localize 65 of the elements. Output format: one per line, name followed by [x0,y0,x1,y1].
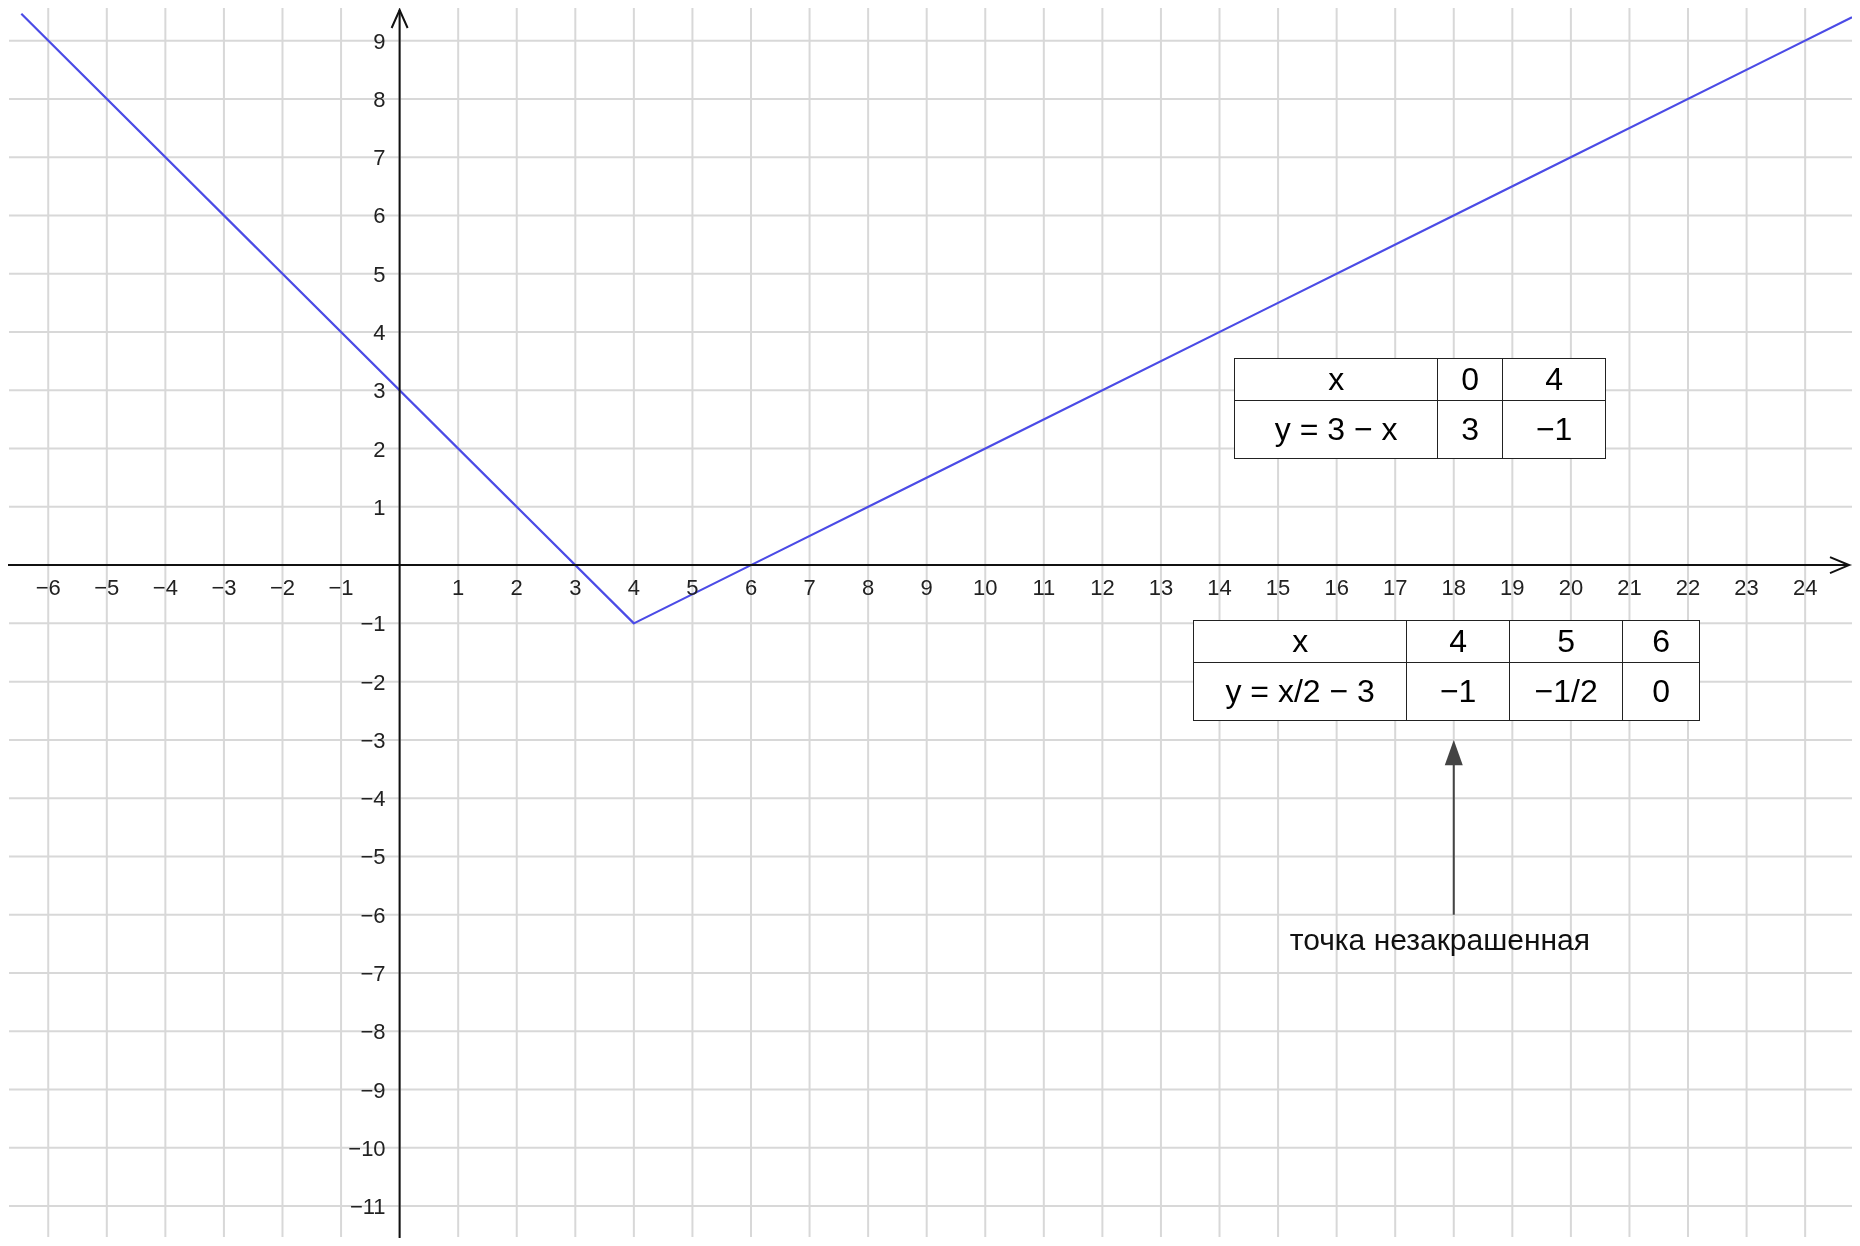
x-tick-label: 11 [1032,575,1056,601]
x-tick-label: −2 [269,575,296,601]
annotation: 0 [1622,662,1700,721]
annotation: 5 [1509,620,1623,663]
x-tick-label: 12 [1090,575,1115,601]
annotation: x [1193,620,1407,663]
annotation: −1/2 [1509,662,1623,721]
x-tick-label: −4 [152,575,178,601]
annotation: 3 [1437,400,1503,459]
y-tick-label: 1 [373,494,386,520]
x-tick-label: 10 [973,575,998,601]
annotation: 6 [1622,620,1700,663]
x-tick-label: −5 [94,575,120,601]
annotation: x [1234,358,1438,401]
x-tick-label: 18 [1441,575,1467,601]
y-tick-label: 5 [373,261,386,287]
x-tick-label: 19 [1500,575,1525,601]
x-tick-label: 3 [569,575,582,601]
x-tick-label: 24 [1792,575,1818,601]
annotation: точка незакрашенная [1289,923,1590,958]
x-tick-label: 15 [1265,575,1291,601]
x-tick-label: 5 [686,575,699,601]
annotation: 4 [1502,358,1606,401]
x-tick-label: 21 [1617,575,1642,601]
annotation: y = x/2 − 3 [1193,662,1407,721]
annotation: −1 [1406,662,1510,721]
y-tick-label: −11 [349,1194,386,1220]
x-tick-label: 13 [1148,575,1174,601]
x-tick-label: 16 [1324,575,1349,601]
y-tick-label: 8 [373,86,386,112]
annotation: 0 [1437,358,1503,401]
x-tick-label: −1 [328,575,354,601]
y-tick-label: −7 [360,961,386,987]
x-tick-label: 8 [862,575,875,601]
y-tick-label: 3 [373,378,386,404]
annotation: y = 3 − x [1234,400,1438,459]
y-tick-label: 9 [373,28,386,54]
y-tick-label: −1 [360,611,386,637]
y-tick-label: 6 [373,203,386,229]
x-tick-label: 1 [452,575,465,601]
y-tick-label: −5 [360,844,386,870]
x-tick-label: 23 [1734,575,1759,601]
x-tick-label: 9 [920,575,933,601]
x-tick-label: 2 [510,575,523,601]
y-tick-label: 7 [373,145,386,171]
y-tick-label: 2 [373,436,386,462]
x-tick-label: 22 [1675,575,1701,601]
y-tick-label: −3 [360,727,386,753]
x-tick-label: −6 [35,575,61,601]
annotation: −1 [1502,400,1606,459]
y-tick-label: −8 [360,1019,386,1045]
x-tick-label: 17 [1382,575,1408,601]
y-tick-label: 4 [373,320,386,345]
x-tick-label: 7 [803,575,816,601]
x-tick-label: 14 [1207,575,1232,601]
x-tick-label: −3 [211,575,237,601]
x-tick-label: 4 [627,575,640,601]
y-tick-label: −9 [360,1077,386,1103]
y-tick-label: −6 [360,902,386,928]
y-tick-label: −10 [348,1135,386,1161]
y-tick-label: −2 [360,669,386,695]
y-tick-label: −4 [360,786,386,812]
x-tick-label: 6 [744,575,758,601]
annotation: 4 [1406,620,1510,663]
x-tick-label: 20 [1558,575,1584,601]
